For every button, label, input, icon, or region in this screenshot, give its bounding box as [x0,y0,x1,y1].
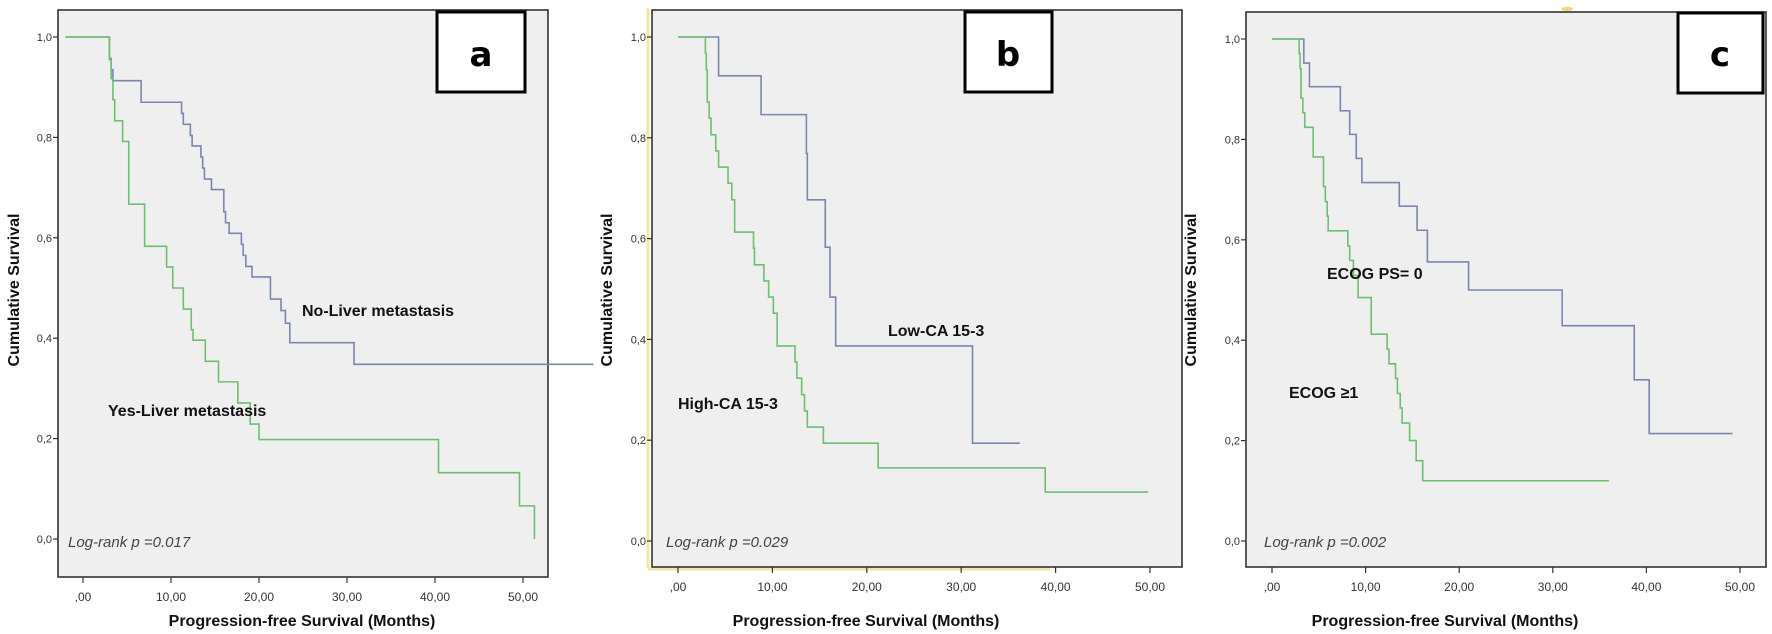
x-tick-label: 30,00 [332,590,362,604]
x-tick-label: 30,00 [946,580,976,594]
x-tick-label: 10,00 [1351,580,1381,594]
artifact-mark-c [1561,7,1573,11]
logrank-pvalue-c: Log-rank p =0.002 [1264,534,1387,551]
x-axis-title-c: Progression-free Survival (Months) [1312,613,1579,630]
panel-letter-box-a [435,10,527,94]
y-tick-label: 0,6 [37,233,52,245]
panel-a: 0,0 0,2 0,4 0,6 0,8 1,0 ,00 10,00 20,00 30,00 40,0… [6,9,594,630]
y-tick-label: 0,4 [1225,335,1240,347]
y-axis-title-b: Cumulative Survival [599,214,616,367]
y-tick-label: 1,0 [37,32,52,44]
x-tick-label: ,00 [1264,580,1281,594]
survival-curve-yes-liver-metastasis [65,36,536,539]
y-tick-label: 0,0 [631,536,646,548]
y-axis-title-c: Cumulative Survival [1183,214,1200,367]
x-tick-label: 30,00 [1538,580,1568,594]
x-tick-label: 50,00 [1135,580,1165,594]
panel-letter-c: c [1710,35,1730,75]
y-tick-label: 1,0 [1225,34,1240,46]
panel-letter-box-b [963,10,1054,94]
curve-label-ecog-ge1: ECOG ≥1 [1289,385,1358,402]
x-tick-label: 20,00 [1444,580,1474,594]
y-tick-label: 0,6 [1225,235,1240,247]
survival-curve-no-liver-metastasis [65,36,594,366]
curves-b [678,36,1149,493]
panel-letter-box-c [1676,11,1765,95]
logrank-pvalue-b: Log-rank p =0.029 [666,534,789,551]
survival-curve-low-ca-15-3 [678,36,1020,445]
curves-c [1272,38,1733,482]
x-tick-label: 20,00 [852,580,882,594]
x-axis-title-a: Progression-free Survival (Months) [169,613,436,630]
panel-c: 0,0 0,2 0,4 0,6 0,8 1,0 ,00 10,00 20,00 30,00 40,0… [1183,7,1767,630]
y-tick-label: 0,2 [1225,436,1240,448]
x-tick-label: 50,00 [508,590,538,604]
y-tick-label: 0,4 [631,334,646,346]
y-axis-title-a: Cumulative Survival [6,214,23,367]
survival-curve-high-ca-15-3 [678,36,1149,493]
curve-label-high-ca153: High-CA 15-3 [678,396,778,413]
y-tick-label: 0,4 [37,333,52,345]
survival-curve-ecog-ps-0 [1272,38,1733,435]
plot-area-b [651,9,1183,568]
y-tick-label: 0,2 [37,434,52,446]
survival-curve-ecog-1 [1272,38,1609,482]
x-tick-label: 40,00 [420,590,450,604]
y-tick-label: 0,8 [37,132,52,144]
axis-ticks-b: 0,0 0,2 0,4 0,6 0,8 1,0 ,00 10,00 20,00 30,00 40,0… [631,32,1166,594]
x-tick-label: ,00 [75,590,92,604]
spacer-b [570,6,1050,9]
y-tick-label: 1,0 [631,32,646,44]
curve-label-no-liver: No-Liver metastasis [302,303,454,320]
panel-letter-b: b [996,35,1020,75]
y-tick-label: 0,8 [631,133,646,145]
x-tick-label: 50,00 [1725,580,1755,594]
y-tick-label: 0,2 [631,435,646,447]
panel-letter-a: a [470,35,493,75]
x-tick-label: 20,00 [244,590,274,604]
curve-label-yes-liver: Yes-Liver metastasis [108,403,266,420]
x-tick-label: 40,00 [1631,580,1661,594]
axis-ticks-a: 0,0 0,2 0,4 0,6 0,8 1,0 ,00 10,00 20,00 30,00 40,0… [37,32,539,604]
curves-a [65,36,594,539]
x-axis-title-b: Progression-free Survival (Months) [733,613,1000,630]
panel-b: 0,0 0,2 0,4 0,6 0,8 1,0 ,00 10,00 20,00 30,00 40,0… [570,6,1183,630]
y-tick-label: 0,0 [1225,536,1240,548]
axis-ticks-c: 0,0 0,2 0,4 0,6 0,8 1,0 ,00 10,00 20,00 30,00 40,0… [1225,34,1756,594]
y-tick-label: 0,6 [631,234,646,246]
curve-label-low-ca153: Low-CA 15-3 [888,323,984,340]
plot-area-a [57,9,549,578]
y-tick-label: 0,8 [1225,134,1240,146]
logrank-pvalue-a: Log-rank p =0.017 [68,534,191,551]
x-tick-label: 40,00 [1041,580,1071,594]
x-tick-label: 10,00 [156,590,186,604]
x-tick-label: ,00 [670,580,687,594]
y-tick-label: 0,0 [37,534,52,546]
curve-label-ecog-0: ECOG PS= 0 [1327,266,1423,283]
x-tick-label: 10,00 [757,580,787,594]
